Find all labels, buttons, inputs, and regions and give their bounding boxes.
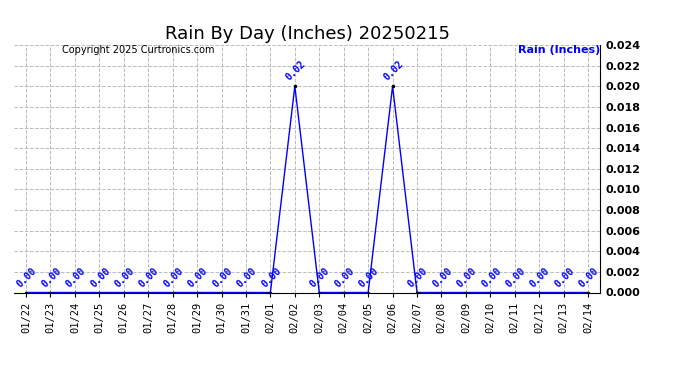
- Text: 0.00: 0.00: [431, 265, 454, 289]
- Text: 0.00: 0.00: [210, 265, 234, 289]
- Text: 0.02: 0.02: [284, 59, 308, 83]
- Text: 0.00: 0.00: [504, 265, 527, 289]
- Text: 0.00: 0.00: [112, 265, 137, 289]
- Text: 0.00: 0.00: [39, 265, 63, 289]
- Text: 0.00: 0.00: [161, 265, 185, 289]
- Text: 0.00: 0.00: [455, 265, 478, 289]
- Text: 0.00: 0.00: [88, 265, 112, 289]
- Text: 0.00: 0.00: [235, 265, 259, 289]
- Text: 0.00: 0.00: [259, 265, 283, 289]
- Text: 0.00: 0.00: [553, 265, 576, 289]
- Text: 0.00: 0.00: [137, 265, 161, 289]
- Text: 0.00: 0.00: [406, 265, 430, 289]
- Text: 0.00: 0.00: [186, 265, 210, 289]
- Text: 0.00: 0.00: [63, 265, 88, 289]
- Text: 0.00: 0.00: [528, 265, 552, 289]
- Text: 0.00: 0.00: [15, 265, 39, 289]
- Text: 0.00: 0.00: [333, 265, 356, 289]
- Text: 0.02: 0.02: [382, 59, 405, 83]
- Text: Copyright 2025 Curtronics.com: Copyright 2025 Curtronics.com: [62, 45, 215, 55]
- Title: Rain By Day (Inches) 20250215: Rain By Day (Inches) 20250215: [164, 26, 450, 44]
- Text: Rain (Inches): Rain (Inches): [518, 45, 600, 55]
- Text: 0.00: 0.00: [480, 265, 503, 289]
- Text: 0.00: 0.00: [308, 265, 332, 289]
- Text: 0.00: 0.00: [357, 265, 381, 289]
- Text: 0.00: 0.00: [577, 265, 601, 289]
